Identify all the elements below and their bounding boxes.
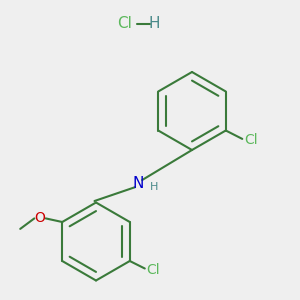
- Text: Cl: Cl: [146, 263, 160, 277]
- Text: N: N: [133, 176, 144, 191]
- Text: H: H: [150, 182, 158, 192]
- Text: Cl: Cl: [244, 133, 257, 147]
- Text: Cl: Cl: [117, 16, 132, 32]
- Text: O: O: [34, 212, 45, 225]
- Text: H: H: [149, 16, 160, 32]
